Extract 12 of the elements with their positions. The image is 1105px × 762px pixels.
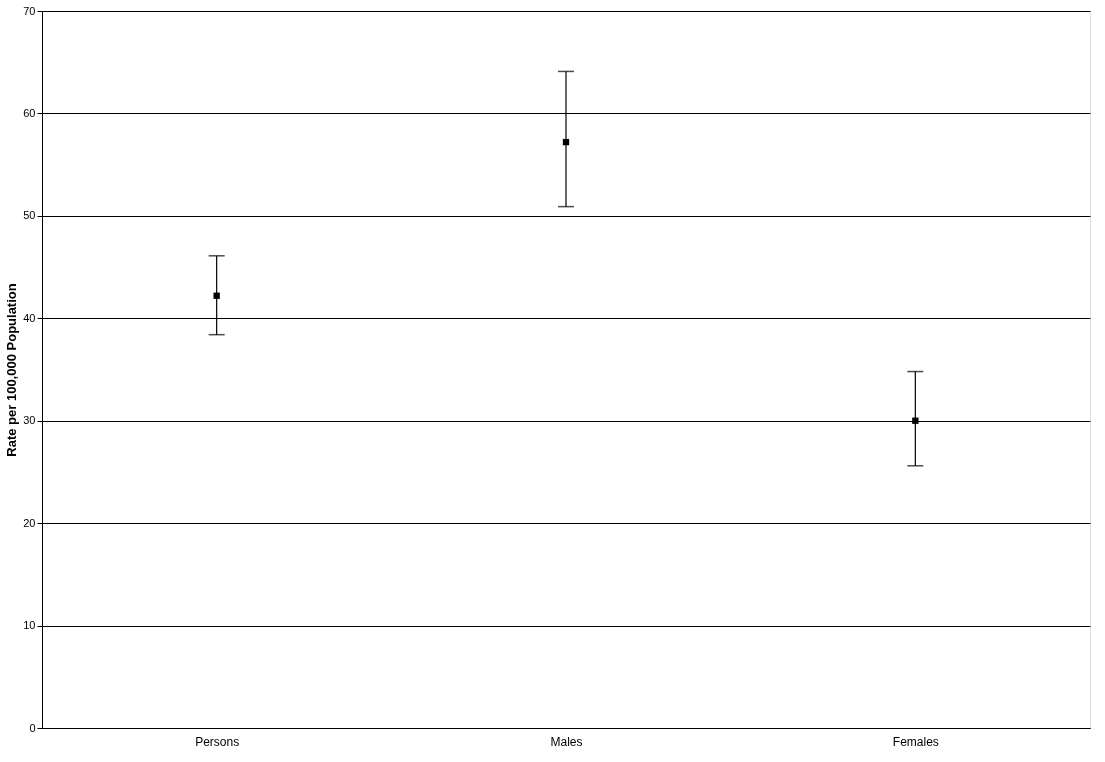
x-tick-label: Females <box>892 734 939 749</box>
y-tick-label: 0 <box>29 721 36 734</box>
x-tick-label: Males <box>550 734 583 749</box>
y-tick-label: 30 <box>23 414 36 427</box>
y-tick-label: 40 <box>23 311 36 324</box>
y-axis-title: Rate per 100,000 Population <box>4 283 20 457</box>
x-tick-label: Persons <box>195 734 240 749</box>
y-tick-label: 10 <box>23 619 36 632</box>
y-tick-label: 20 <box>23 516 36 529</box>
y-tick-label: 60 <box>23 106 36 119</box>
y-tick-label: 70 <box>23 4 36 17</box>
y-tick-label: 50 <box>23 209 36 222</box>
